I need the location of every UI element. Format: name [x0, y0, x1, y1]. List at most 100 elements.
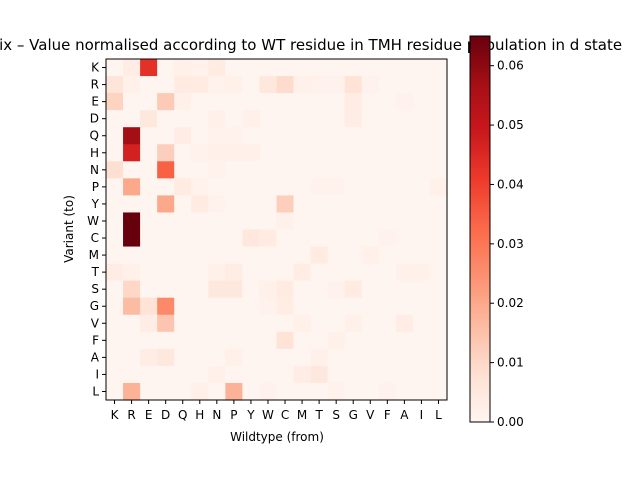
heatmap-cell	[174, 348, 192, 367]
x-tick-label: M	[297, 408, 307, 422]
heatmap-cell	[344, 127, 363, 145]
heatmap-cell	[293, 297, 312, 316]
heatmap-cell	[412, 382, 431, 401]
heatmap-cell	[412, 178, 431, 196]
heatmap-cell	[327, 280, 346, 299]
heatmap-cell	[276, 144, 295, 162]
heatmap-cell	[208, 76, 226, 94]
heatmap-cell	[157, 110, 175, 128]
heatmap-cell	[140, 280, 158, 299]
heatmap-cell	[208, 229, 226, 248]
heatmap-cell	[361, 280, 380, 299]
heatmap-cell	[123, 161, 141, 179]
heatmap-cell	[123, 280, 141, 299]
heatmap-cell	[259, 314, 278, 333]
heatmap-cell	[361, 161, 380, 179]
heatmap-cell	[208, 161, 226, 179]
heatmap-cell	[259, 59, 278, 77]
heatmap-cell	[276, 382, 295, 401]
heatmap-cell	[123, 93, 141, 111]
heatmap-cell	[293, 161, 312, 179]
heatmap-cell	[293, 263, 312, 282]
x-tick-label: N	[212, 408, 221, 422]
heatmap-cell	[225, 348, 243, 367]
heatmap-cell	[191, 59, 209, 77]
heatmap-cell	[327, 348, 346, 367]
heatmap-cell	[378, 195, 397, 214]
heatmap-cell	[327, 365, 346, 384]
heatmap-cell	[378, 382, 397, 401]
heatmap-cell	[327, 127, 346, 145]
heatmap-cell	[208, 280, 226, 299]
heatmap-cell	[361, 212, 380, 231]
y-axis-label: Variant (to)	[62, 195, 76, 263]
heatmap-cell	[106, 144, 124, 162]
heatmap-cell	[310, 161, 329, 179]
x-tick-label: W	[262, 408, 274, 422]
colorbar	[469, 35, 491, 423]
heatmap-cell	[106, 229, 124, 248]
heatmap-cell	[242, 144, 261, 162]
y-tick-label: Q	[90, 129, 99, 143]
heatmap-cell	[208, 144, 226, 162]
heatmap-cell	[174, 229, 192, 248]
y-tick-label: E	[91, 95, 99, 109]
heatmap-cell	[242, 195, 261, 214]
heatmap-cell	[106, 348, 124, 367]
heatmap-cell	[242, 161, 261, 179]
heatmap-cell	[191, 144, 209, 162]
x-tick-label: I	[420, 408, 424, 422]
heatmap-cell	[123, 59, 141, 77]
heatmap-cell	[208, 382, 226, 401]
heatmap-cell	[395, 195, 414, 214]
heatmap-cell	[259, 297, 278, 316]
heatmap-cell	[208, 246, 226, 265]
colorbar-ticks: 0.00 0.01 0.02 0.03 0.04 0.05 0.06	[490, 59, 524, 429]
heatmap-cell	[395, 76, 414, 94]
heatmap-cell	[225, 127, 243, 145]
x-axis-label: Wildtype (from)	[230, 430, 324, 444]
heatmap-cell	[293, 144, 312, 162]
heatmap-cell	[225, 314, 243, 333]
heatmap-cell	[140, 195, 158, 214]
heatmap-cell	[344, 297, 363, 316]
heatmap-cell	[259, 212, 278, 231]
heatmap-cell	[429, 178, 448, 196]
heatmap-cell	[157, 76, 175, 94]
heatmap-cell	[123, 331, 141, 350]
heatmap-cell	[123, 246, 141, 265]
colorbar-tick-label: 0.03	[497, 237, 524, 251]
x-tick-label: D	[161, 408, 170, 422]
heatmap-cell	[429, 280, 448, 299]
heatmap-cell	[378, 59, 397, 77]
heatmap-cell	[378, 178, 397, 196]
heatmap-cell	[429, 297, 448, 316]
heatmap-cell	[378, 161, 397, 179]
heatmap-cells	[106, 59, 448, 401]
heatmap-cell	[344, 212, 363, 231]
heatmap-frame	[105, 58, 448, 401]
heatmap-cell	[412, 263, 431, 282]
heatmap-cell	[276, 331, 295, 350]
heatmap-cell	[412, 110, 431, 128]
heatmap-cell	[293, 365, 312, 384]
heatmap-cell	[412, 314, 431, 333]
heatmap-cell	[429, 195, 448, 214]
heatmap-cell	[276, 93, 295, 111]
heatmap-cell	[344, 178, 363, 196]
chart-title: Substitution matrix – Value normalised a…	[0, 36, 622, 54]
y-tick-label: K	[91, 61, 100, 75]
heatmap-cell	[276, 212, 295, 231]
heatmap-cell	[344, 280, 363, 299]
heatmap-cell	[191, 76, 209, 94]
heatmap-cell	[157, 127, 175, 145]
heatmap-cell	[429, 127, 448, 145]
heatmap-cell	[242, 365, 261, 384]
heatmap-cell	[276, 246, 295, 265]
heatmap-cell	[395, 348, 414, 367]
heatmap-cell	[106, 93, 124, 111]
heatmap-cell	[242, 348, 261, 367]
heatmap-cell	[123, 348, 141, 367]
heatmap-cell	[106, 263, 124, 282]
heatmap-cell	[106, 365, 124, 384]
